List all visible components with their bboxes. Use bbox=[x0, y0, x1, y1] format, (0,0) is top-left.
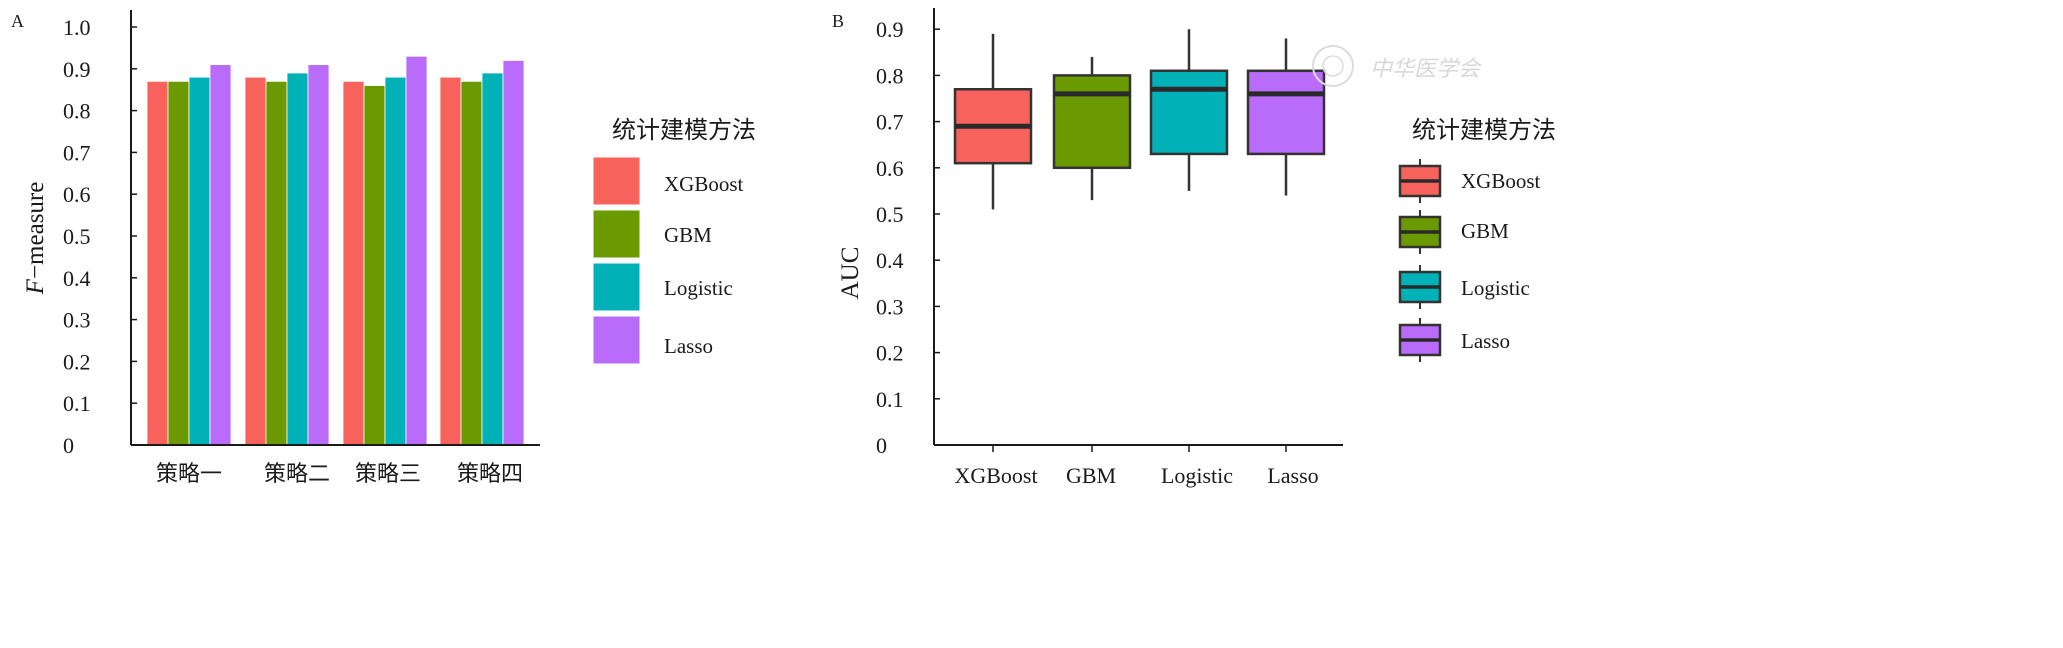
legend-label-xgboost: XGBoost bbox=[1461, 169, 1541, 193]
panel-b-boxes bbox=[953, 29, 1326, 210]
figure-canvas: A F−measure 0 0.1 0.2 0.3 0.4 0.5 0.6 0.7 0.8 0.9… bbox=[11, 8, 1556, 488]
panel-b-y-axis-label: AUC bbox=[837, 247, 864, 300]
panel-b-y-tick-label: 0.7 bbox=[876, 110, 904, 135]
panel-b-y-tick-label: 0.2 bbox=[876, 341, 904, 366]
panel-b-x-category-label: Logistic bbox=[1161, 463, 1233, 488]
panel-b-legend: 统计建模方法 XGBoost GBM Logistic Lasso bbox=[1398, 116, 1556, 362]
panel-a-y-tick-label: 0 bbox=[63, 433, 74, 458]
legend-swatch-xgboost bbox=[592, 156, 641, 206]
panel-b-y-tick-label: 0.3 bbox=[876, 294, 904, 319]
bar-gbm-4 bbox=[460, 80, 483, 446]
legend-label-logistic: Logistic bbox=[664, 276, 733, 300]
panel-a-y-tick-label: 0.7 bbox=[63, 140, 91, 165]
panel-a-y-tick-label: 0.8 bbox=[63, 99, 91, 124]
panel-a-x-category-label: 策略二 bbox=[264, 461, 330, 486]
panel-b-x-category-label: XGBoost bbox=[954, 463, 1037, 488]
panel-a-y-tick-label: 0.5 bbox=[63, 224, 91, 249]
panel-b-y-tick-label: 0.8 bbox=[876, 63, 904, 88]
panel-a-y-tick-label: 0.3 bbox=[63, 308, 91, 333]
panel-a-y-tick-label: 0.2 bbox=[63, 349, 91, 374]
panel-a-y-tick-label: 0.1 bbox=[63, 391, 91, 416]
panel-a-y-tick-label: 0.6 bbox=[63, 182, 91, 207]
panel-b-legend-title: 统计建模方法 bbox=[1412, 116, 1556, 144]
box-logistic bbox=[1149, 69, 1229, 156]
panel-a-x-category-label: 策略四 bbox=[457, 461, 523, 486]
legend-label-logistic: Logistic bbox=[1461, 276, 1530, 300]
panel-b-y-tick-label: 0.5 bbox=[876, 202, 904, 227]
panel-a-bar-chart: A F−measure 0 0.1 0.2 0.3 0.4 0.5 0.6 0.7 0.8 0.9… bbox=[11, 10, 756, 486]
bar-xgboost-4 bbox=[439, 76, 462, 446]
bar-gbm-1 bbox=[167, 80, 190, 446]
panel-a-legend-title: 统计建模方法 bbox=[612, 116, 756, 144]
legend-label-lasso: Lasso bbox=[664, 334, 713, 358]
bar-lasso-3 bbox=[405, 55, 428, 446]
panel-a-x-category-label: 策略一 bbox=[156, 461, 222, 486]
bar-xgboost-2 bbox=[244, 76, 267, 446]
bar-lasso-4 bbox=[502, 60, 525, 446]
panel-a-x-categories: 策略一 策略二 策略三 策略四 bbox=[156, 461, 523, 486]
bar-xgboost-1 bbox=[146, 80, 169, 446]
bar-gbm-3 bbox=[363, 85, 386, 446]
bar-gbm-2 bbox=[265, 80, 288, 446]
panel-b-y-tick-label: 0.6 bbox=[876, 156, 904, 181]
panel-a-y-ticks: 0 0.1 0.2 0.3 0.4 0.5 0.6 0.7 0.8 0.9 1.0 bbox=[63, 15, 137, 458]
legend-label-xgboost: XGBoost bbox=[664, 172, 744, 196]
watermark: 中华医学会 bbox=[1312, 45, 1482, 87]
panel-b-label: B bbox=[832, 11, 844, 31]
panel-a-x-category-label: 策略三 bbox=[355, 461, 421, 486]
bar-logistic-3 bbox=[384, 76, 407, 446]
panel-a-label: A bbox=[11, 11, 24, 31]
panel-b-x-category-label: Lasso bbox=[1267, 463, 1318, 488]
legend-swatch-lasso bbox=[592, 315, 641, 365]
bar-logistic-4 bbox=[481, 72, 504, 446]
watermark-seal-inner-icon bbox=[1322, 55, 1344, 77]
panel-a-y-tick-label: 0.4 bbox=[63, 266, 91, 291]
box-gbm bbox=[1052, 74, 1132, 170]
panel-a-legend: 统计建模方法 XGBoost GBM Logistic Lasso bbox=[592, 116, 756, 365]
legend-swatch-gbm bbox=[592, 209, 641, 259]
bar-lasso-2 bbox=[307, 64, 330, 446]
bar-lasso-1 bbox=[209, 64, 232, 446]
watermark-text: 中华医学会 bbox=[1370, 57, 1482, 82]
legend-swatch-logistic bbox=[592, 262, 641, 312]
bar-logistic-1 bbox=[188, 76, 211, 446]
panel-b-box-plot: B AUC 0 0.1 0.2 0.3 0.4 0.5 0.6 0.7 0.8 0.9 XGBoo… bbox=[832, 8, 1556, 488]
panel-b-y-tick-label: 0 bbox=[876, 433, 887, 458]
panel-b-x-categories: XGBoost GBM Logistic Lasso bbox=[954, 445, 1319, 488]
panel-b-x-category-label: GBM bbox=[1066, 463, 1116, 488]
panel-b-y-ticks: 0 0.1 0.2 0.3 0.4 0.5 0.6 0.7 0.8 0.9 bbox=[876, 17, 940, 458]
bar-xgboost-3 bbox=[342, 80, 365, 446]
watermark-seal-icon bbox=[1312, 45, 1354, 87]
legend-label-gbm: GBM bbox=[664, 223, 712, 247]
panel-a-y-tick-label: 1.0 bbox=[63, 15, 91, 40]
panel-b-y-tick-label: 0.1 bbox=[876, 387, 904, 412]
panel-b-y-tick-label: 0.9 bbox=[876, 17, 904, 42]
box-lasso bbox=[1246, 69, 1326, 156]
panel-a-y-tick-label: 0.9 bbox=[63, 57, 91, 82]
legend-label-gbm: GBM bbox=[1461, 219, 1509, 243]
bar-logistic-2 bbox=[286, 72, 309, 446]
panel-a-y-axis-label: F−measure bbox=[22, 182, 49, 296]
panel-a-bars bbox=[146, 55, 525, 446]
panel-b-y-tick-label: 0.4 bbox=[876, 248, 904, 273]
legend-label-lasso: Lasso bbox=[1461, 329, 1510, 353]
